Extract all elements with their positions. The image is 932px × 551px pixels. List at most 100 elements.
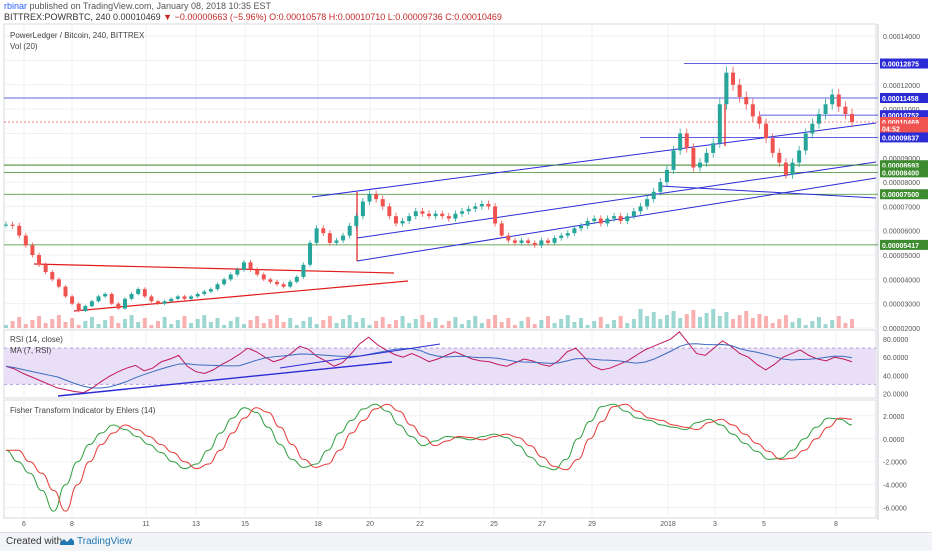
- volume-bar: [427, 322, 431, 328]
- fisher-pane: 2.0000 0.0000 -2.0000 -4.0000 -6.0000 Fisher …: [4, 403, 907, 513]
- candle-body: [499, 223, 504, 236]
- candle-body: [89, 301, 94, 307]
- trading-chart[interactable]: 0.000140000.000130000.000120000.00011000…: [0, 0, 932, 532]
- candle-body: [816, 113, 821, 124]
- author-link[interactable]: rbinar: [4, 1, 28, 11]
- volume-bar: [393, 320, 398, 328]
- candle-body: [387, 206, 392, 217]
- volume-bar: [50, 319, 55, 328]
- candle-body: [228, 274, 233, 280]
- candle-body: [195, 293, 200, 297]
- candle-body: [572, 228, 577, 234]
- volume-bar: [512, 325, 517, 328]
- candle-body: [393, 216, 398, 224]
- candle-body: [70, 296, 75, 304]
- volume-bar: [618, 316, 623, 328]
- price-tick-label: 0.00014000: [883, 34, 920, 41]
- candle-body: [63, 286, 68, 297]
- candle-body: [618, 216, 623, 221]
- volume-bar: [314, 324, 319, 328]
- volume-bar: [4, 325, 8, 328]
- volume-bar: [744, 311, 749, 328]
- candle-body: [552, 238, 557, 243]
- level-tag: [880, 92, 928, 103]
- volume-bar: [327, 316, 332, 328]
- rsi-trendline-1: [57, 361, 393, 397]
- candle-body: [156, 301, 161, 304]
- candle-body: [4, 224, 8, 226]
- volume-bar: [76, 325, 81, 328]
- level-tag: [880, 189, 928, 200]
- symbol-label: BITTREX:POWRBTC, 240: [4, 12, 111, 22]
- time-tick-label: 15: [241, 521, 249, 528]
- volume-bar: [684, 314, 689, 328]
- volume-bar: [136, 322, 141, 328]
- volume-bar: [519, 321, 524, 328]
- candle-body: [367, 194, 372, 202]
- candle-body: [116, 303, 121, 309]
- candle-body: [136, 289, 141, 294]
- volume-bar: [23, 324, 28, 328]
- candle-body: [777, 152, 782, 163]
- publish-text: published on TradingView.com, January 08…: [29, 1, 272, 11]
- fisher-tick-label: -2.0000: [883, 460, 907, 467]
- price-tick-label: 0.00006000: [883, 229, 920, 236]
- rsi-line: [5, 331, 853, 394]
- candle-body: [731, 72, 736, 85]
- volume-bar: [836, 316, 841, 328]
- volume-bar: [37, 316, 42, 328]
- fisher-title: Fisher Transform Indicator by Ehlers (14…: [10, 406, 156, 415]
- candle-body: [274, 281, 279, 285]
- candle-body: [175, 296, 180, 299]
- volume-bar: [731, 319, 736, 328]
- candle-body: [241, 262, 246, 270]
- volume-bar: [420, 315, 425, 328]
- candle-body: [248, 262, 253, 270]
- candle-body: [189, 296, 194, 299]
- level-tag-text: 0.00008693: [882, 163, 919, 170]
- volume-bar: [321, 320, 326, 328]
- candle-body: [737, 84, 742, 97]
- volume-bar: [499, 322, 504, 328]
- candle-body: [612, 216, 617, 219]
- volume-bar: [43, 323, 48, 328]
- candle-body: [321, 228, 326, 234]
- time-tick-label: 25: [490, 521, 498, 528]
- candle-body: [486, 203, 491, 207]
- candle-body: [109, 293, 114, 304]
- time-tick-label: 11: [142, 521, 149, 528]
- volume-bar: [790, 322, 795, 328]
- candle-body: [17, 225, 22, 236]
- volume-bar: [387, 324, 392, 328]
- volume-bar: [175, 320, 180, 328]
- price-tick-label: 0.00003000: [883, 302, 920, 309]
- candle-body: [288, 281, 293, 287]
- level-tag: [880, 132, 928, 143]
- time-tick-label: 5: [762, 521, 766, 528]
- volume-bar: [235, 317, 240, 328]
- candle-body: [122, 298, 127, 309]
- rsi-pane: 80.0000 60.0000 40.0000 20.0000 RSI (14, clo…: [4, 331, 908, 398]
- candle-body: [526, 240, 531, 243]
- fisher-tick-label: 0.0000: [883, 437, 905, 444]
- candle-body: [479, 203, 484, 207]
- candle-body: [281, 284, 286, 287]
- volume-bar: [10, 321, 15, 328]
- volume-bar: [532, 324, 537, 328]
- candle-body: [360, 201, 365, 217]
- tradingview-link[interactable]: TradingView: [60, 536, 132, 547]
- volume-bar: [658, 319, 663, 328]
- price-tick-label: 0.00007000: [883, 204, 920, 211]
- volume-bar: [360, 318, 365, 328]
- candle-body: [830, 94, 835, 105]
- volume-bar: [56, 315, 61, 328]
- candle-body: [427, 213, 431, 217]
- rsi-ma-label: MA (7, RSI): [10, 346, 52, 355]
- volume-bar: [678, 318, 683, 328]
- candle-body: [407, 216, 412, 221]
- volume-bar: [545, 316, 550, 328]
- candle-body: [506, 235, 511, 241]
- symbol-line: BITTREX:POWRBTC, 240 0.00010469 ▼ −0.000…: [4, 12, 502, 22]
- candle-body: [50, 272, 55, 280]
- volume-bar: [440, 325, 445, 328]
